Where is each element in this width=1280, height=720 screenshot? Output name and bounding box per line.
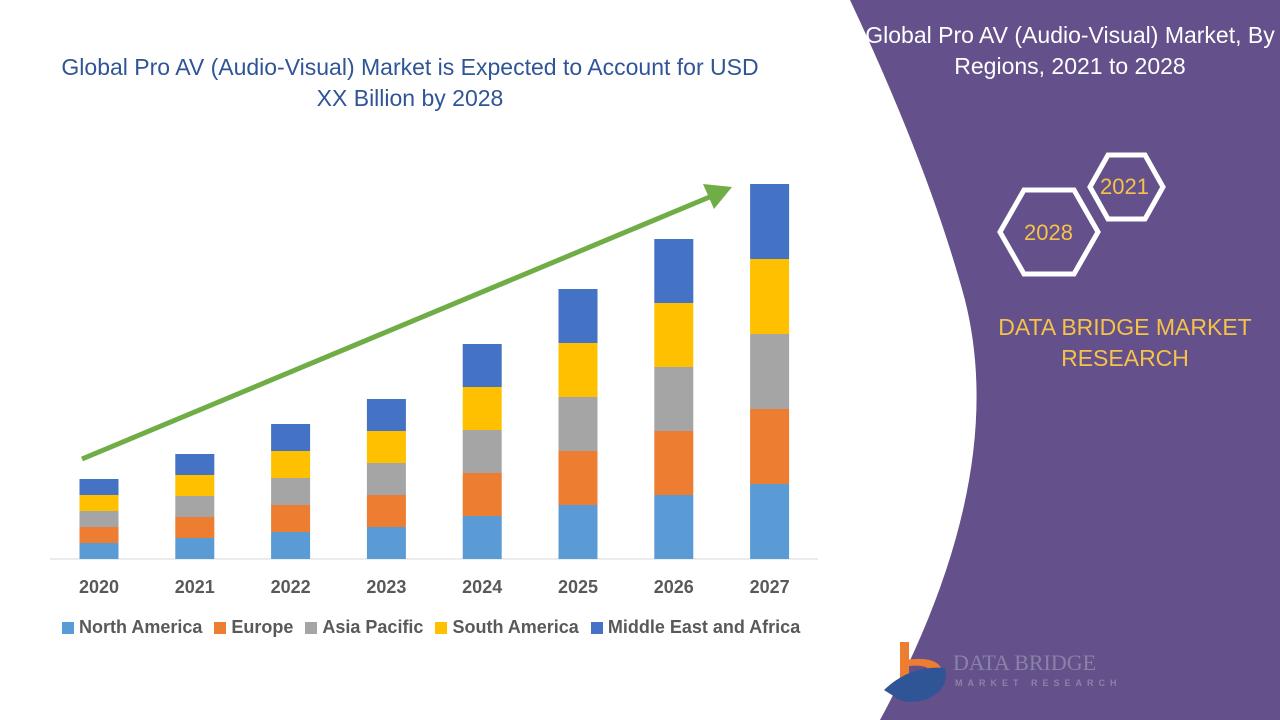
bar-segment [271, 532, 311, 559]
bar-segment [558, 505, 598, 559]
bar-segment [462, 430, 502, 473]
bar-segment [558, 451, 598, 505]
bar-segment [175, 538, 215, 559]
bar-segment [558, 343, 598, 397]
bar-segment [79, 479, 119, 495]
legend-item: North America [62, 617, 202, 638]
bar-segment [366, 527, 406, 559]
legend-label: Middle East and Africa [607, 617, 801, 637]
legend-swatch [305, 621, 318, 634]
bar-segment [271, 451, 311, 478]
bar-segment [271, 424, 311, 451]
legend-label: Asia Pacific [322, 617, 424, 637]
legend-item: Europe [214, 617, 293, 638]
logo-tagline: MARKET RESEARCH [955, 678, 1122, 688]
bar-segment [175, 475, 215, 496]
purple-panel [850, 0, 1280, 720]
legend-label: North America [79, 617, 203, 637]
bar-segment [654, 239, 694, 303]
legend-swatch [590, 621, 603, 634]
legend-swatch [62, 621, 74, 634]
bar-segment [558, 397, 598, 451]
bar-segment [750, 184, 790, 259]
legend-swatch [435, 621, 448, 634]
bar-segment [366, 399, 406, 431]
bar-segment [654, 367, 694, 431]
bar-segment [175, 496, 215, 517]
bar-segment [462, 344, 502, 387]
hexagon-2021 [1087, 152, 1166, 222]
hexagon-label-2021: 2021 [1100, 174, 1149, 199]
x-tick-label: 2022 [271, 577, 311, 597]
bar-segment [175, 517, 215, 538]
legend-item: Middle East and Africa [590, 617, 801, 638]
panel-title: Global Pro AV (Audio-Visual) Market, By … [865, 22, 1275, 79]
hexagon-label-2028: 2028 [1024, 220, 1073, 245]
chart-title: Global Pro AV (Audio-Visual) Market is E… [61, 54, 759, 111]
legend: North America Europe Asia Pacific South Ame… [62, 617, 800, 638]
bar-segment [79, 527, 119, 543]
x-tick-label: 2021 [175, 577, 215, 597]
bar-segment [654, 431, 694, 495]
bar-segment [462, 473, 502, 516]
bar-segment [750, 484, 790, 559]
bar-segment [271, 505, 311, 532]
bar-segment [462, 387, 502, 430]
x-tick-label: 2027 [750, 577, 790, 597]
bar-segment [462, 516, 502, 559]
x-tick-label: 2024 [462, 577, 502, 597]
legend-label: Europe [231, 617, 294, 637]
bar-segment [750, 334, 790, 409]
bar-segment [271, 478, 311, 505]
bar-segment [750, 409, 790, 484]
bar-segment [366, 463, 406, 495]
hexagon-2028 [997, 187, 1101, 277]
legend-item: Asia Pacific [305, 617, 423, 638]
logo-name: DATA BRIDGE [953, 650, 1097, 675]
logo-icon [884, 642, 946, 702]
bar-segment [79, 543, 119, 559]
bar-segment [79, 511, 119, 527]
bar-segment [175, 454, 215, 475]
x-tick-label: 2023 [366, 577, 406, 597]
legend-item: South America [435, 617, 579, 638]
bar-segment [654, 495, 694, 559]
bar-segment [558, 289, 598, 343]
bar-segment [366, 495, 406, 527]
bar-segment [366, 431, 406, 463]
x-tick-label: 2020 [79, 577, 119, 597]
brand-text: DATA BRIDGE MARKET RESEARCH [998, 314, 1252, 371]
legend-swatch [214, 621, 227, 634]
bar-segment [79, 495, 119, 511]
legend-label: South America [452, 617, 579, 637]
bar-segment [654, 303, 694, 367]
x-tick-label: 2026 [654, 577, 694, 597]
trend-arrow [81, 184, 732, 462]
bar-segment [750, 259, 790, 334]
x-tick-label: 2025 [558, 577, 598, 597]
